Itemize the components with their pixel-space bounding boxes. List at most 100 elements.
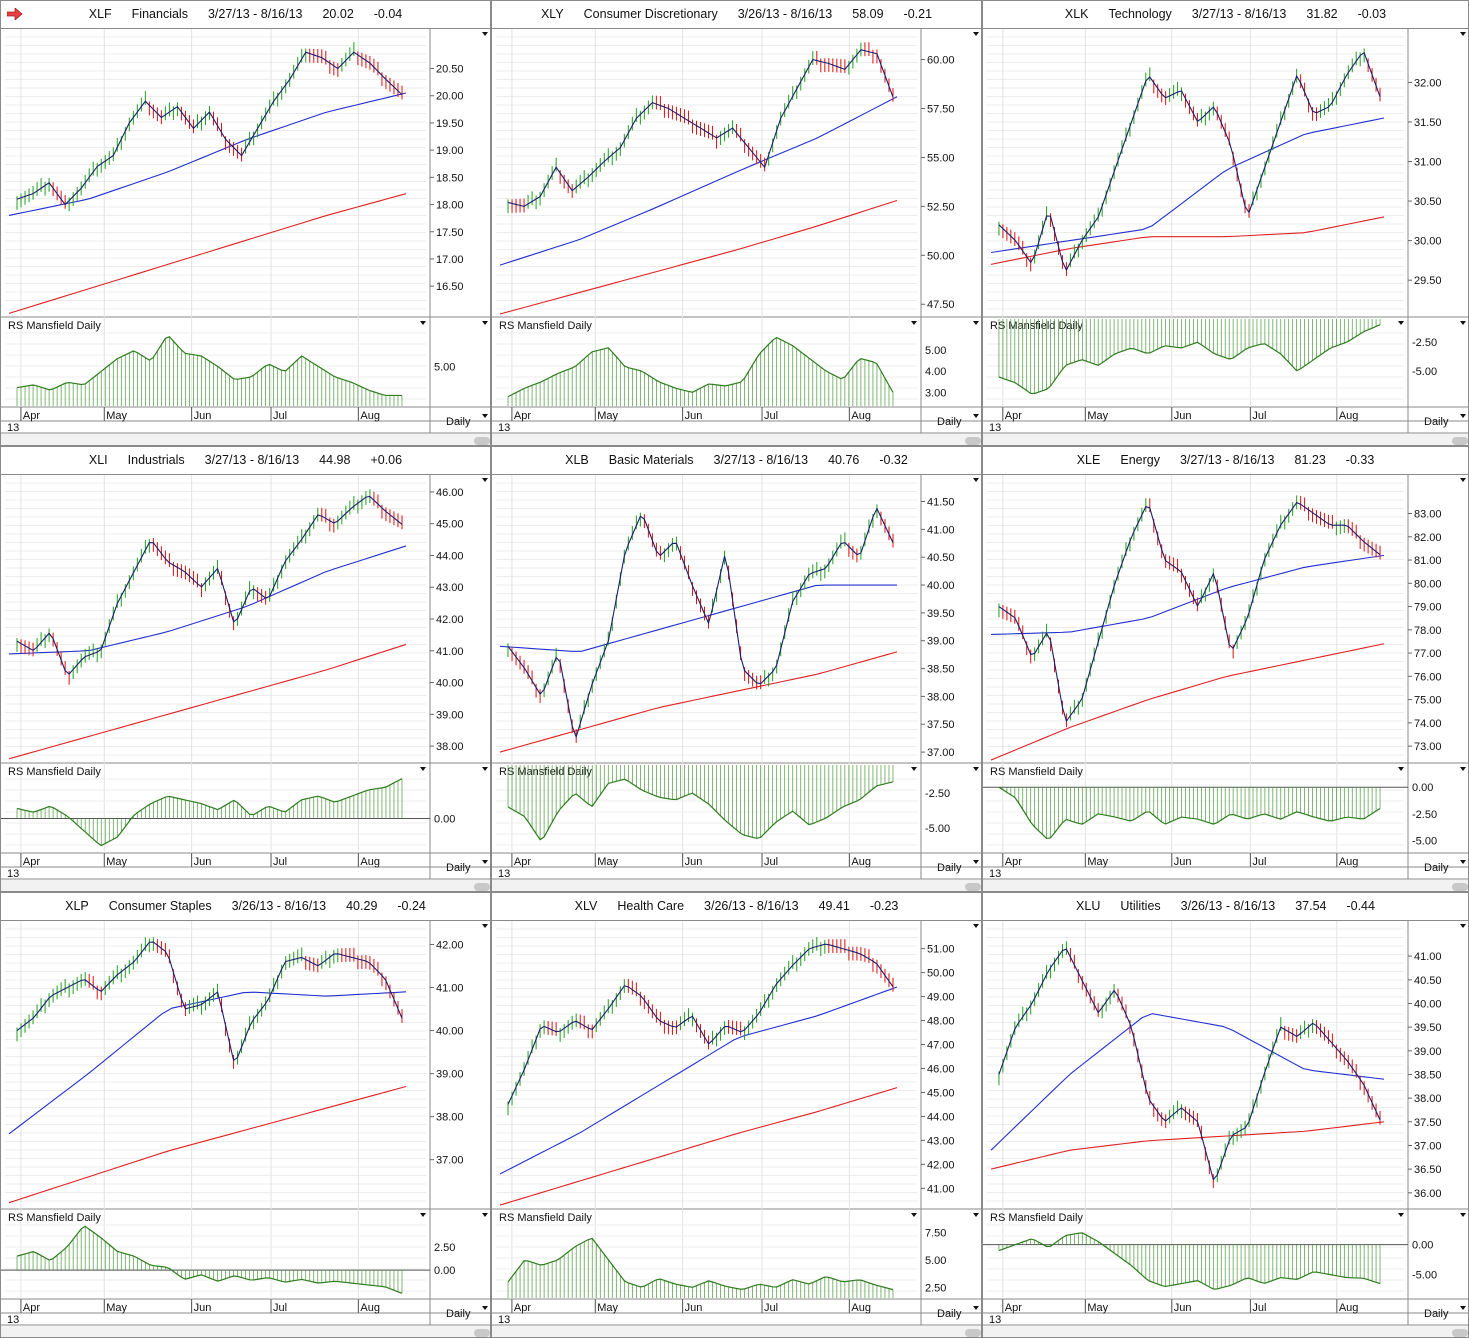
scrollbar-thumb[interactable] <box>965 437 981 445</box>
dropdown-triangle-icon[interactable] <box>482 321 488 325</box>
scrollbar-track[interactable] <box>983 434 1469 446</box>
last-price: 20.02 <box>322 7 354 21</box>
rs-tick-label: -2.50 <box>1412 337 1437 349</box>
scrollbar-thumb[interactable] <box>965 883 981 891</box>
period-selector[interactable]: Daily <box>1424 862 1449 874</box>
scrollbar-thumb[interactable] <box>1452 883 1468 891</box>
ma200-line <box>990 643 1385 761</box>
price-line <box>16 495 403 675</box>
period-selector[interactable]: Daily <box>446 862 471 874</box>
period-selector[interactable]: Daily <box>1424 1308 1449 1320</box>
dropdown-triangle-icon[interactable] <box>973 32 979 36</box>
scrollbar-thumb[interactable] <box>474 1329 490 1337</box>
chart-header: XLP Consumer Staples 3/26/13 - 8/16/13 40.2… <box>1 893 490 921</box>
chart-canvas: 16.50 17.00 17.50 18.00 18.50 19.00 19.50 20.00… <box>1 29 491 446</box>
scrollbar-thumb[interactable] <box>965 1329 981 1337</box>
scrollbar-track[interactable] <box>492 434 982 446</box>
dropdown-triangle-icon[interactable] <box>420 1213 426 1217</box>
price-tick-label: 40.00 <box>436 1026 464 1038</box>
scrollbar-track[interactable] <box>1 880 491 892</box>
rs-line <box>998 1232 1381 1290</box>
price-change: -0.33 <box>1345 453 1375 467</box>
dropdown-triangle-icon[interactable] <box>973 414 979 418</box>
chart-canvas: 47.50 50.00 52.50 55.00 57.50 60.00 RS Mansfie… <box>492 29 982 446</box>
dropdown-triangle-icon[interactable] <box>1460 414 1466 418</box>
scrollbar-track[interactable] <box>983 880 1469 892</box>
dropdown-triangle-icon[interactable] <box>1460 478 1466 482</box>
price-tick-label: 39.50 <box>927 608 955 620</box>
dropdown-triangle-icon[interactable] <box>1398 321 1404 325</box>
dropdown-triangle-icon[interactable] <box>911 767 917 771</box>
red-arrow-icon[interactable] <box>7 8 23 20</box>
ma200-line <box>8 643 407 760</box>
scrollbar-track[interactable] <box>983 1326 1469 1338</box>
period-selector[interactable]: Daily <box>937 416 962 428</box>
rs-tick-label: -5.00 <box>1412 366 1437 378</box>
dropdown-triangle-icon[interactable] <box>973 767 979 771</box>
period-selector[interactable]: Daily <box>1424 416 1449 428</box>
price-line <box>998 948 1381 1181</box>
period-selector[interactable]: Daily <box>937 862 962 874</box>
period-selector[interactable]: Daily <box>446 1308 471 1320</box>
dropdown-triangle-icon[interactable] <box>420 767 426 771</box>
dropdown-triangle-icon[interactable] <box>1460 860 1466 864</box>
dropdown-triangle-icon[interactable] <box>482 414 488 418</box>
month-label: Jul <box>1252 410 1266 422</box>
dropdown-triangle-icon[interactable] <box>1398 767 1404 771</box>
scrollbar-track[interactable] <box>1 1326 491 1338</box>
dropdown-triangle-icon[interactable] <box>482 767 488 771</box>
ma200-line <box>499 199 898 315</box>
dropdown-triangle-icon[interactable] <box>973 1306 979 1310</box>
dropdown-triangle-icon[interactable] <box>973 860 979 864</box>
chart-panel-xly: XLY Consumer Discretionary 3/26/13 - 8/16/… <box>491 0 982 446</box>
price-change: -0.04 <box>373 7 403 21</box>
scrollbar-track[interactable] <box>492 1326 982 1338</box>
rs-title: RS Mansfield Daily <box>990 320 1083 332</box>
dropdown-triangle-icon[interactable] <box>482 924 488 928</box>
dropdown-triangle-icon[interactable] <box>1398 1213 1404 1217</box>
dropdown-triangle-icon[interactable] <box>973 1213 979 1217</box>
dropdown-triangle-icon[interactable] <box>911 321 917 325</box>
dropdown-triangle-icon[interactable] <box>973 924 979 928</box>
ma200-line <box>8 193 407 314</box>
dropdown-triangle-icon[interactable] <box>1460 1213 1466 1217</box>
dropdown-triangle-icon[interactable] <box>482 1213 488 1217</box>
price-tick-label: 37.00 <box>927 747 955 759</box>
month-label: May <box>106 856 127 868</box>
ticker-symbol: XLP <box>65 899 89 913</box>
scrollbar-thumb[interactable] <box>474 437 490 445</box>
scrollbar-track[interactable] <box>492 880 982 892</box>
month-label: Apr <box>1005 856 1022 868</box>
dropdown-triangle-icon[interactable] <box>482 32 488 36</box>
price-tick-label: 51.00 <box>927 944 955 956</box>
scrollbar-thumb[interactable] <box>1452 437 1468 445</box>
rs-title: RS Mansfield Daily <box>8 766 101 778</box>
price-tick-label: 41.00 <box>927 524 955 536</box>
dropdown-triangle-icon[interactable] <box>973 478 979 482</box>
dropdown-triangle-icon[interactable] <box>973 321 979 325</box>
period-selector[interactable]: Daily <box>937 1308 962 1320</box>
dropdown-triangle-icon[interactable] <box>482 1306 488 1310</box>
scrollbar-thumb[interactable] <box>1452 1329 1468 1337</box>
dropdown-triangle-icon[interactable] <box>1460 321 1466 325</box>
period-selector[interactable]: Daily <box>446 416 471 428</box>
dropdown-triangle-icon[interactable] <box>482 478 488 482</box>
dropdown-triangle-icon[interactable] <box>482 860 488 864</box>
scrollbar-track[interactable] <box>1 434 491 446</box>
dropdown-triangle-icon[interactable] <box>911 1213 917 1217</box>
ma200-line <box>8 1085 407 1204</box>
price-tick-label: 31.50 <box>1414 117 1442 129</box>
dropdown-triangle-icon[interactable] <box>1460 32 1466 36</box>
month-label: Jul <box>1252 856 1266 868</box>
dropdown-triangle-icon[interactable] <box>1460 767 1466 771</box>
dropdown-triangle-icon[interactable] <box>1460 1306 1466 1310</box>
date-range: 3/27/13 - 8/16/13 <box>207 7 303 21</box>
dropdown-triangle-icon[interactable] <box>1460 924 1466 928</box>
ticker-name: Basic Materials <box>608 453 694 467</box>
scrollbar-thumb[interactable] <box>474 883 490 891</box>
dropdown-triangle-icon[interactable] <box>420 321 426 325</box>
year-label: 13 <box>989 1314 1001 1326</box>
month-label: Aug <box>851 1302 871 1314</box>
rs-tick-label: -2.50 <box>925 788 950 800</box>
month-label: Jun <box>685 1302 703 1314</box>
